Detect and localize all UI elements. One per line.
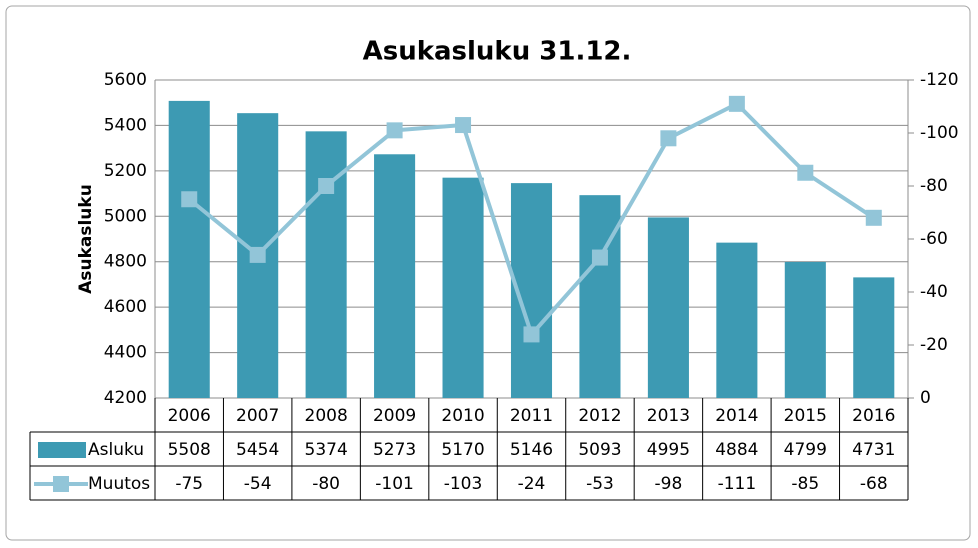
x-tick-label: 2013 xyxy=(647,406,690,426)
table-value: 5170 xyxy=(441,440,484,460)
legend-label: Asluku xyxy=(88,440,144,460)
y2-tick-label: 0 xyxy=(920,388,931,408)
x-tick-label: 2014 xyxy=(715,406,758,426)
x-tick-label: 2009 xyxy=(373,406,416,426)
x-tick-label: 2008 xyxy=(305,406,348,426)
bar xyxy=(168,100,210,398)
bar xyxy=(579,195,621,398)
table-value: 4799 xyxy=(784,440,827,460)
legend-label: Muutos xyxy=(88,474,150,494)
table-value: -54 xyxy=(244,474,272,494)
y2-tick-label: -40 xyxy=(920,282,948,302)
y-tick-label: 5600 xyxy=(104,70,147,90)
x-tick-label: 2010 xyxy=(441,406,484,426)
bar xyxy=(853,277,895,398)
table-value: 4884 xyxy=(715,440,758,460)
table-value: -24 xyxy=(518,474,546,494)
table-value: -75 xyxy=(175,474,203,494)
x-tick-label: 2012 xyxy=(578,406,621,426)
x-tick-label: 2015 xyxy=(784,406,827,426)
table-value: 5273 xyxy=(373,440,416,460)
legend-key xyxy=(38,442,86,458)
table-value: 5146 xyxy=(510,440,553,460)
table-value: 5374 xyxy=(305,440,348,460)
table-value: 5454 xyxy=(236,440,279,460)
bar xyxy=(647,217,689,398)
table-value: -80 xyxy=(312,474,340,494)
x-tick-label: 2011 xyxy=(510,406,553,426)
x-tick-label: 2016 xyxy=(852,406,895,426)
y-axis-title: Asukasluku xyxy=(76,184,96,294)
table-value: -103 xyxy=(444,474,483,494)
marker xyxy=(797,164,814,181)
marker xyxy=(318,178,335,194)
table-value: 4995 xyxy=(647,440,690,460)
marker xyxy=(455,117,472,134)
y-tick-label: 5200 xyxy=(104,161,147,181)
y-tick-label: 4400 xyxy=(104,343,147,363)
table-value: 4731 xyxy=(852,440,895,460)
y-tick-label: 4200 xyxy=(104,388,147,408)
table-value: 5093 xyxy=(578,440,621,460)
y-tick-label: 4800 xyxy=(104,252,147,272)
bar xyxy=(784,261,826,398)
marker xyxy=(591,249,608,266)
y-tick-label: 5000 xyxy=(104,206,147,226)
table-value: 5508 xyxy=(168,440,211,460)
y2-tick-label: -120 xyxy=(920,70,959,90)
y2-tick-label: -60 xyxy=(920,229,948,249)
y-tick-label: 5400 xyxy=(104,115,147,135)
table-value: -53 xyxy=(586,474,614,494)
x-tick-label: 2007 xyxy=(236,406,279,426)
marker xyxy=(865,209,882,226)
marker xyxy=(523,326,540,343)
marker xyxy=(386,122,403,139)
bar xyxy=(716,242,758,398)
marker xyxy=(181,191,198,208)
bar xyxy=(374,154,416,398)
marker xyxy=(728,95,745,112)
marker xyxy=(249,246,266,263)
chart-title: Asukasluku 31.12. xyxy=(363,37,632,67)
y2-tick-label: -20 xyxy=(920,335,948,355)
table-value: -85 xyxy=(791,474,819,494)
y2-tick-label: -80 xyxy=(920,176,948,196)
table-value: -101 xyxy=(375,474,414,494)
table-value: -68 xyxy=(860,474,888,494)
table-value: -98 xyxy=(655,474,683,494)
legend-key xyxy=(53,476,69,492)
x-tick-label: 2006 xyxy=(168,406,211,426)
y2-tick-label: -100 xyxy=(920,123,959,143)
table-value: -111 xyxy=(718,474,757,494)
marker xyxy=(660,130,677,147)
bar xyxy=(305,131,347,398)
bar xyxy=(442,177,484,398)
y-tick-label: 4600 xyxy=(104,297,147,317)
